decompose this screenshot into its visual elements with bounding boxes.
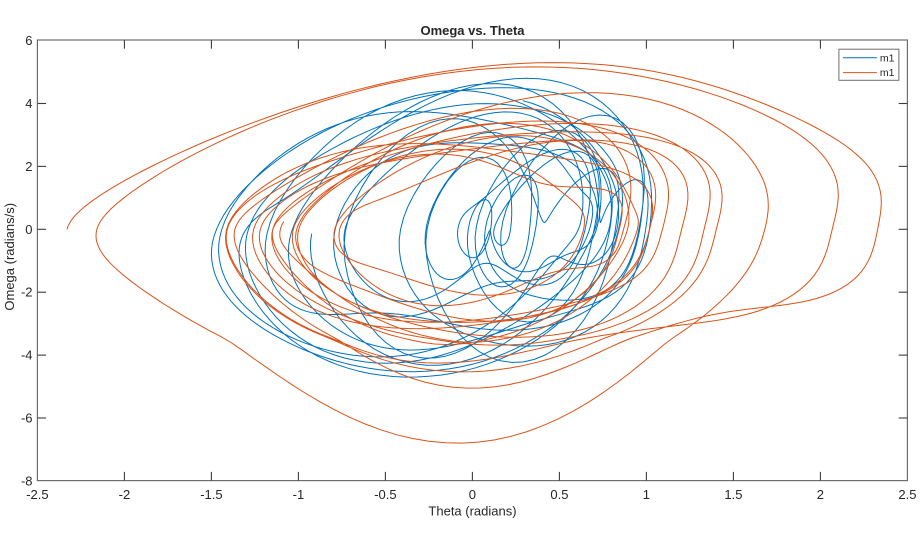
svg-text:-2.5: -2.5 (26, 487, 48, 502)
svg-text:Omega vs. Theta: Omega vs. Theta (420, 23, 525, 38)
svg-text:0: 0 (469, 487, 476, 502)
svg-text:m1: m1 (880, 52, 895, 64)
svg-text:-1: -1 (293, 487, 305, 502)
svg-text:-8: -8 (21, 473, 33, 488)
svg-text:0: 0 (25, 222, 32, 237)
svg-text:Theta (radians): Theta (radians) (428, 504, 516, 519)
svg-text:2.5: 2.5 (898, 487, 916, 502)
svg-text:0.5: 0.5 (550, 487, 568, 502)
svg-text:-1.5: -1.5 (200, 487, 222, 502)
svg-text:-0.5: -0.5 (374, 487, 396, 502)
svg-text:1.5: 1.5 (724, 487, 742, 502)
svg-text:-6: -6 (21, 411, 33, 426)
svg-text:2: 2 (817, 487, 824, 502)
svg-text:-4: -4 (21, 348, 33, 363)
svg-text:2: 2 (25, 159, 32, 174)
svg-text:1: 1 (643, 487, 650, 502)
svg-text:6: 6 (25, 33, 32, 48)
svg-text:-2: -2 (119, 487, 131, 502)
svg-text:-2: -2 (21, 285, 33, 300)
svg-text:m1: m1 (880, 67, 895, 79)
svg-text:4: 4 (25, 96, 32, 111)
svg-text:Omega (radians/s): Omega (radians/s) (2, 203, 17, 311)
